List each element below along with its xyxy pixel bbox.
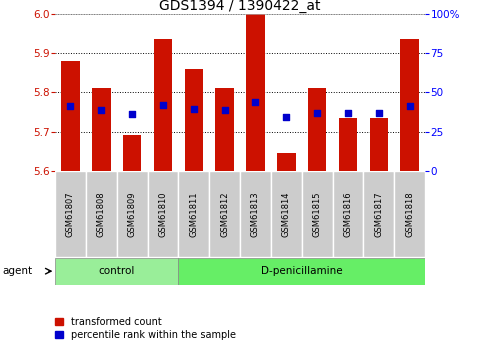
Text: GSM61807: GSM61807 — [66, 191, 75, 237]
Title: GDS1394 / 1390422_at: GDS1394 / 1390422_at — [159, 0, 321, 13]
Text: GSM61818: GSM61818 — [405, 191, 414, 237]
Bar — [271, 171, 302, 257]
Bar — [363, 171, 394, 257]
Bar — [302, 171, 333, 257]
Bar — [240, 171, 271, 257]
Bar — [178, 171, 209, 257]
Text: D-penicillamine: D-penicillamine — [261, 266, 342, 276]
Bar — [394, 171, 425, 257]
Point — [67, 103, 74, 109]
Text: agent: agent — [2, 266, 32, 276]
Bar — [400, 39, 419, 171]
Bar — [61, 61, 80, 171]
Text: GSM61810: GSM61810 — [158, 191, 168, 237]
Text: GSM61816: GSM61816 — [343, 191, 353, 237]
Bar — [308, 88, 327, 171]
Point — [375, 110, 383, 116]
Point — [128, 111, 136, 117]
Text: GSM61817: GSM61817 — [374, 191, 384, 237]
Bar — [154, 39, 172, 171]
Bar — [178, 258, 425, 285]
Text: GSM61808: GSM61808 — [97, 191, 106, 237]
Point — [190, 106, 198, 111]
Bar — [246, 14, 265, 171]
Text: control: control — [99, 266, 135, 276]
Point — [313, 110, 321, 116]
Point — [283, 114, 290, 119]
Bar — [55, 258, 178, 285]
Bar — [123, 136, 142, 171]
Point — [406, 103, 413, 109]
Point — [344, 110, 352, 116]
Bar — [86, 171, 117, 257]
Point — [98, 107, 105, 113]
Text: GSM61813: GSM61813 — [251, 191, 260, 237]
Bar — [148, 171, 178, 257]
Bar — [185, 69, 203, 171]
Bar — [92, 88, 111, 171]
Bar — [339, 118, 357, 171]
Bar — [277, 153, 296, 171]
Text: GSM61814: GSM61814 — [282, 191, 291, 237]
Bar — [333, 171, 363, 257]
Bar — [209, 171, 240, 257]
Point — [159, 102, 167, 108]
Bar — [215, 88, 234, 171]
Point — [221, 107, 228, 113]
Bar — [55, 171, 86, 257]
Bar — [117, 171, 148, 257]
Legend: transformed count, percentile rank within the sample: transformed count, percentile rank withi… — [55, 317, 236, 340]
Point — [252, 99, 259, 105]
Text: GSM61815: GSM61815 — [313, 191, 322, 237]
Text: GSM61812: GSM61812 — [220, 191, 229, 237]
Text: GSM61809: GSM61809 — [128, 191, 137, 237]
Text: GSM61811: GSM61811 — [189, 191, 199, 237]
Bar — [369, 118, 388, 171]
